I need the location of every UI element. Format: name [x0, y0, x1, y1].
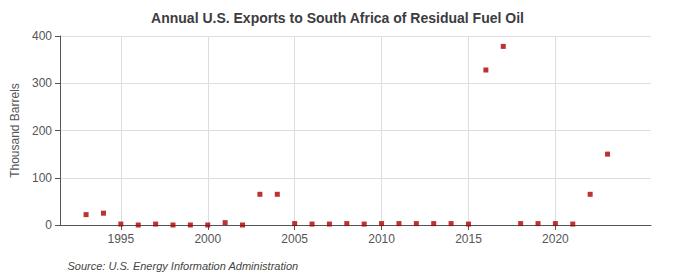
svg-text:400: 400 — [32, 29, 52, 43]
svg-text:2005: 2005 — [281, 232, 308, 246]
svg-text:100: 100 — [32, 171, 52, 185]
svg-text:Thousand Barrels: Thousand Barrels — [8, 83, 22, 178]
svg-text:300: 300 — [32, 76, 52, 90]
svg-text:1995: 1995 — [107, 232, 134, 246]
svg-text:2015: 2015 — [455, 232, 482, 246]
svg-text:2020: 2020 — [542, 232, 569, 246]
svg-text:0: 0 — [45, 218, 52, 232]
svg-text:2010: 2010 — [368, 232, 395, 246]
svg-text:200: 200 — [32, 124, 52, 138]
svg-text:Source: U.S. Energy Informatio: Source: U.S. Energy Information Administ… — [68, 260, 299, 272]
svg-text:2000: 2000 — [194, 232, 221, 246]
svg-text:Annual U.S. Exports to South A: Annual U.S. Exports to South Africa of R… — [151, 10, 524, 26]
